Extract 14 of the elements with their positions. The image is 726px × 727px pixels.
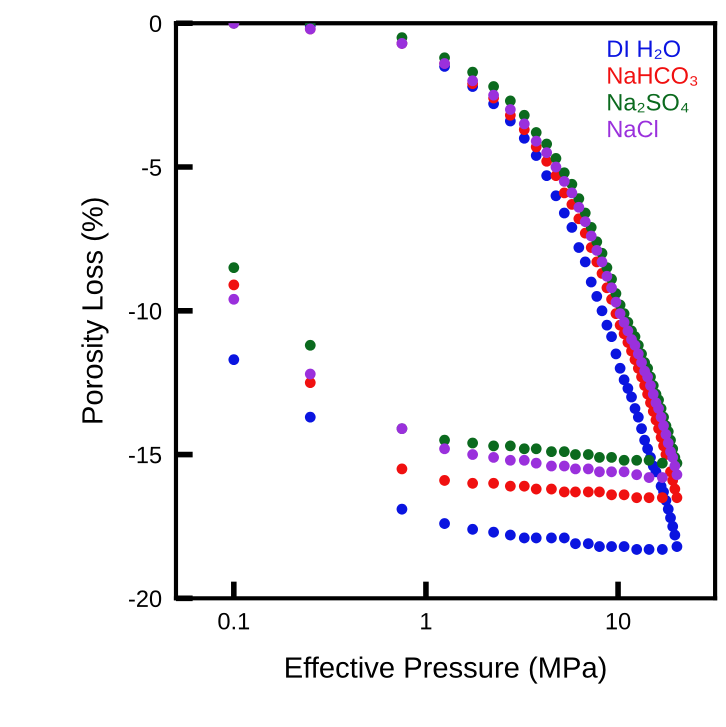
text: DI H₂O <box>608 40 680 59</box>
x-axis-title: Effective Pressure (MPa) <box>286 656 606 684</box>
y-axis-title: Porosity Loss (%) <box>81 198 109 423</box>
y-tick-label: -10 <box>129 302 162 320</box>
text: NaCl <box>608 120 658 138</box>
y-tick-label: 0 <box>150 15 162 32</box>
x-tick-label: 10 <box>606 612 630 630</box>
text: NaHCO₃ <box>608 67 698 86</box>
y-tick-label: -20 <box>129 590 162 608</box>
x-tick-label: 1 <box>421 613 432 630</box>
y-tick-label: -5 <box>142 159 162 176</box>
x-tick-label: 0.1 <box>218 612 250 630</box>
y-tick-label: -15 <box>129 446 162 464</box>
text: Na₂SO₄ <box>608 94 689 112</box>
